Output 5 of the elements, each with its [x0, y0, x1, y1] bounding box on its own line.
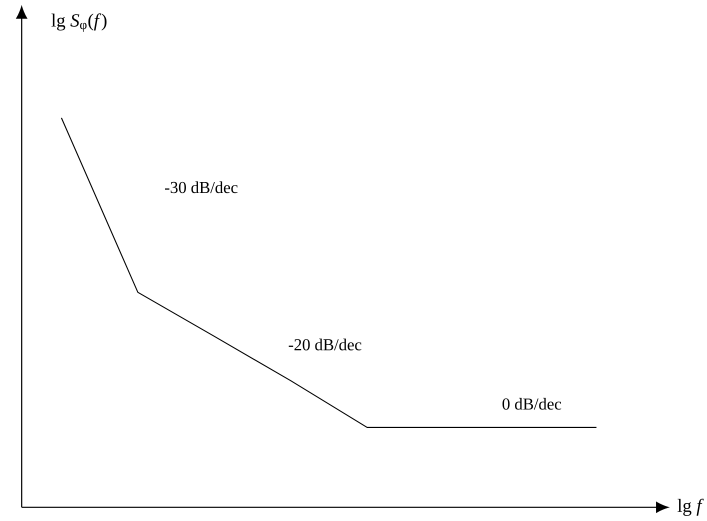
annotation: -30 dB/dec — [164, 181, 238, 194]
x-axis-title: lg f — [678, 498, 704, 516]
y-axis-title: lg S$_{φ}$(f) — [51, 13, 106, 32]
annotation: -20 dB/dec — [288, 338, 362, 350]
annotation: 0 dB/dec — [502, 398, 562, 410]
